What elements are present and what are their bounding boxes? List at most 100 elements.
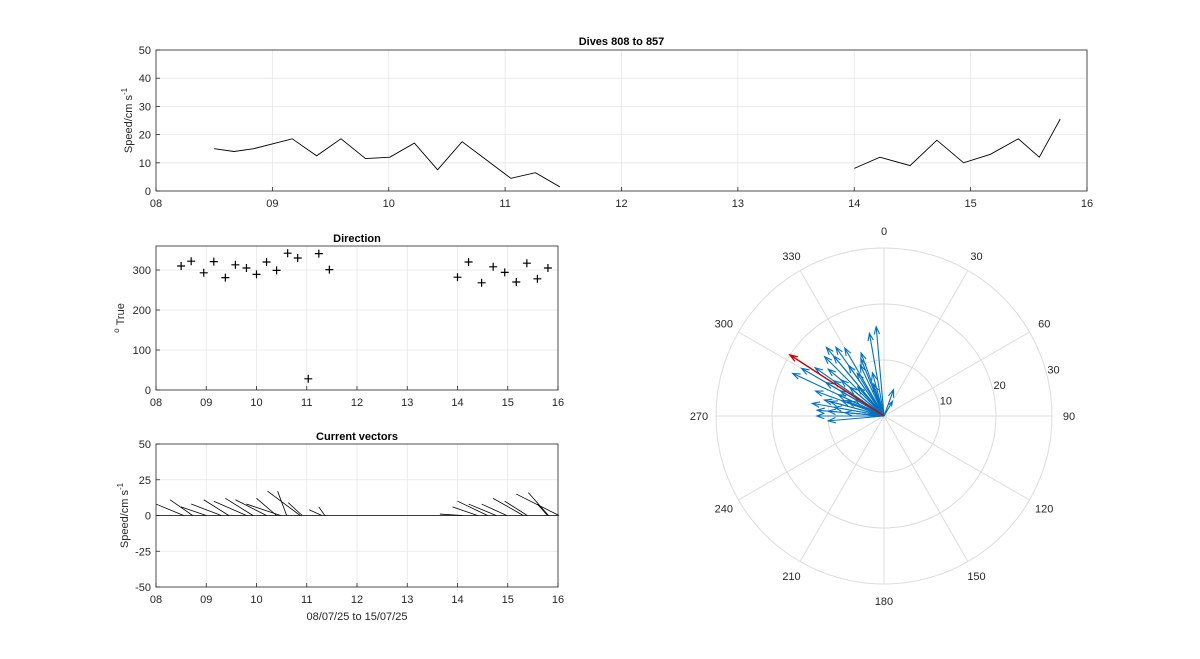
polar-vector-head xyxy=(791,372,801,380)
polar-vector-head xyxy=(827,368,836,377)
direction-point xyxy=(304,374,313,383)
current-vector xyxy=(481,503,507,516)
direction-point xyxy=(231,260,240,269)
polar-radius-label: 30 xyxy=(1047,365,1059,377)
speed-axes: 08 09 10 11 12 13 14 15 16 0 10 20 30 40 50 Dives 808 … xyxy=(120,36,1093,210)
direction-point xyxy=(177,262,186,270)
direction-point xyxy=(489,262,498,271)
current-vector xyxy=(504,500,528,516)
x-tick-label: 12 xyxy=(615,198,627,210)
polar-vector-head xyxy=(825,346,834,356)
current-vector xyxy=(528,492,549,516)
speed-series-line xyxy=(214,138,561,188)
polar-angle-label: 90 xyxy=(1063,411,1075,423)
polar-angle-label: 60 xyxy=(1038,319,1050,331)
polar-angle-label: 270 xyxy=(690,411,708,423)
direction-point xyxy=(252,270,261,279)
polar-vector-head xyxy=(873,325,881,335)
current-vector xyxy=(180,506,207,516)
x-tick-label: 12 xyxy=(351,397,363,409)
polar-vector xyxy=(883,401,893,417)
y-tick-label: 0 xyxy=(145,385,151,397)
polar-vector-head xyxy=(828,400,838,407)
x-tick-label: 10 xyxy=(250,397,262,409)
direction-point xyxy=(262,258,271,266)
polar-vector xyxy=(875,326,885,417)
polar-vector-head xyxy=(888,400,894,407)
direction-point xyxy=(477,278,486,287)
x-tick-label: 11 xyxy=(301,397,312,409)
current-vectors-y-axis-label: Speed/cm s-1 xyxy=(116,482,131,548)
x-tick-label: 16 xyxy=(552,397,564,409)
x-tick-label: 09 xyxy=(266,198,278,210)
x-tick-label: 11 xyxy=(499,198,510,210)
polar-spoke xyxy=(883,270,969,417)
current-vector xyxy=(169,499,193,516)
polar-vector xyxy=(828,410,885,417)
polar-vector-head xyxy=(847,364,856,374)
polar-angle-label: 240 xyxy=(715,504,733,516)
polar-angle-label: 0 xyxy=(881,226,887,238)
polar-vector xyxy=(883,389,895,417)
y-tick-label: 0 xyxy=(145,186,151,198)
x-tick-label: 13 xyxy=(732,198,744,210)
polar-vector xyxy=(828,415,885,422)
current-vector xyxy=(267,490,301,516)
current-vector xyxy=(235,499,267,516)
polar-vector-head xyxy=(834,345,843,356)
polar-vector-head xyxy=(813,366,824,375)
current-vector xyxy=(318,506,326,516)
direction-point xyxy=(522,259,531,268)
polar-vector-head xyxy=(856,385,866,395)
polar-vector xyxy=(868,333,885,417)
x-tick-label: 08 xyxy=(150,594,162,606)
y-tick-label: 40 xyxy=(139,73,151,85)
polar-vector-head xyxy=(872,382,879,393)
direction-chart-title: Direction xyxy=(333,233,381,245)
x-tick-label: 15 xyxy=(965,198,977,210)
speed-series-line xyxy=(854,118,1061,169)
x-tick-label: 09 xyxy=(200,397,212,409)
current-vector xyxy=(287,502,303,516)
x-tick-label: 15 xyxy=(502,594,514,606)
direction-point xyxy=(543,264,552,272)
polar-vector xyxy=(849,386,885,417)
y-tick-label: -25 xyxy=(135,546,151,558)
current-vectors-x-axis-label: 08/07/25 to 15/07/25 xyxy=(307,611,408,623)
polar-vector xyxy=(857,386,885,417)
polar-vector xyxy=(824,356,885,417)
polar-radius-label: 10 xyxy=(940,396,952,408)
y-tick-label: 25 xyxy=(139,475,151,487)
polar-vector-head xyxy=(826,417,837,424)
current-vector xyxy=(277,491,288,516)
polar-spoke xyxy=(738,415,885,501)
current-vector xyxy=(457,500,488,516)
polar-angle-label: 120 xyxy=(1035,504,1053,516)
polar-vector-head xyxy=(859,363,867,374)
current-vector xyxy=(309,509,322,516)
y-tick-label: 50 xyxy=(139,439,151,451)
current-vector xyxy=(468,503,497,516)
current-vector xyxy=(213,500,247,516)
polar-vector xyxy=(829,400,885,417)
polar-vector xyxy=(856,372,885,417)
polar-vector-head xyxy=(836,394,847,401)
polar-vector-head xyxy=(860,357,867,367)
polar-vector-head xyxy=(843,346,852,357)
current-vector xyxy=(256,498,277,516)
y-tick-label: 20 xyxy=(139,130,151,142)
current-vector xyxy=(452,506,478,516)
polar-vector-head xyxy=(822,398,833,406)
current-vector xyxy=(155,503,184,516)
polar-vector-head xyxy=(815,407,825,415)
speed-y-axis-label: Speed/cm s-1 xyxy=(120,87,135,153)
polar-angle-label: 300 xyxy=(715,319,733,331)
y-tick-label: 100 xyxy=(133,345,151,357)
current-vector xyxy=(492,497,524,516)
polar-vector-head xyxy=(867,331,874,342)
current-vector xyxy=(225,498,254,516)
polar-vector-head xyxy=(826,408,837,415)
polar-vector-head xyxy=(832,405,843,412)
y-tick-label: 10 xyxy=(139,158,151,170)
direction-axes: 08 09 10 11 12 13 14 15 16 0 100 200 300 Direction o… xyxy=(112,233,564,409)
